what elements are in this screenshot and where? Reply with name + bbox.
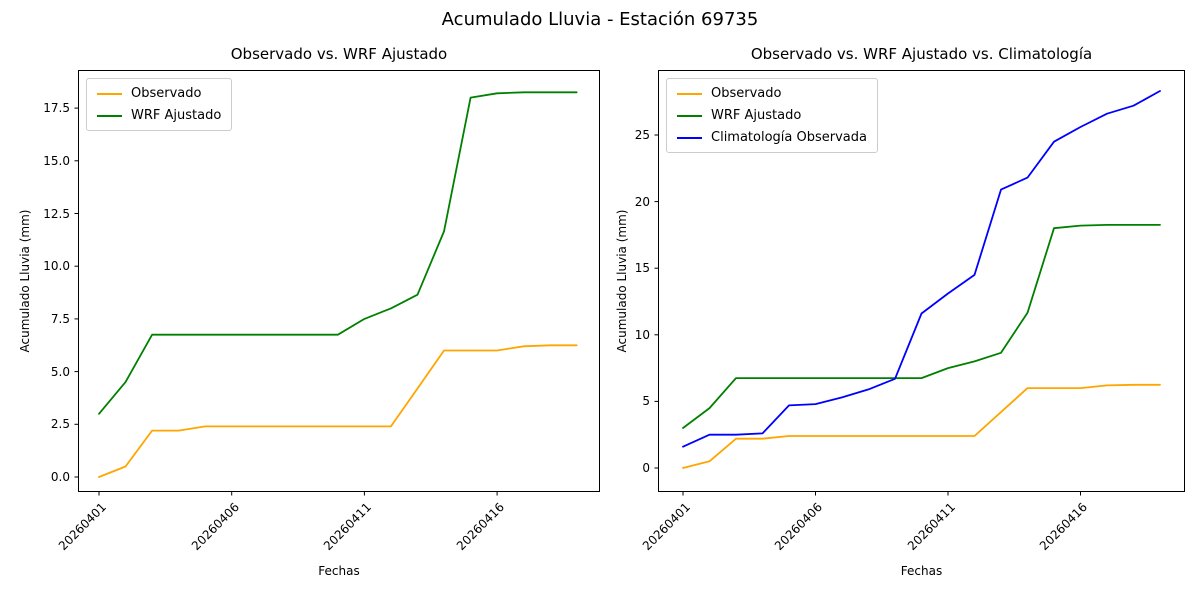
y-tick-label: 0 <box>642 461 650 475</box>
legend-entry: Observado <box>677 86 867 101</box>
x-tick-label: 20260401 <box>639 500 693 554</box>
legend-line-swatch <box>677 92 702 95</box>
right-plot-legend: Observado WRF Ajustado Climatología Observ… <box>666 78 878 153</box>
x-tick-label: 20260416 <box>1037 500 1091 554</box>
x-tick-label: 20260401 <box>55 500 109 554</box>
left-plot-xlabel: Fechas <box>318 564 360 578</box>
x-tick-label: 20260406 <box>772 500 826 554</box>
legend-entry: WRF Ajustado <box>97 108 221 123</box>
y-tick-label: 15.0 <box>43 153 70 168</box>
x-tick-label: 20260406 <box>188 500 242 554</box>
plot-canvas <box>74 70 600 496</box>
legend-line-swatch <box>677 136 702 139</box>
x-tick-label: 20260411 <box>904 500 958 554</box>
axes-frame <box>658 70 1185 492</box>
y-tick-label: 20 <box>634 194 650 209</box>
legend-line-swatch <box>97 92 122 95</box>
y-tick-label: 15 <box>634 261 650 276</box>
y-tick-label: 7.5 <box>50 311 70 326</box>
left-plot-title: Observado vs. WRF Ajustado <box>230 45 448 63</box>
left-plot-ylabel: Acumulado Lluvia (mm) <box>18 209 32 353</box>
y-tick-label: 5.0 <box>50 364 70 379</box>
left-plot-axes: Observado WRF Ajustado Fechas Acumulado L… <box>18 70 600 578</box>
right-plot-title: Observado vs. WRF Ajustado vs. Climatolo… <box>750 45 1093 63</box>
y-tick-label: 10 <box>634 327 650 342</box>
legend-label: Climatología Observada <box>711 130 867 145</box>
y-tick-label: 25 <box>634 128 650 142</box>
legend-label: WRF Ajustado <box>711 108 802 123</box>
x-tick-label: 20260416 <box>453 500 508 554</box>
y-tick-label: 0.0 <box>50 470 70 484</box>
axes-frame <box>78 70 600 492</box>
y-tick-label: 5 <box>642 394 650 409</box>
wrf-ajustado-line <box>682 223 1161 429</box>
legend-label: WRF Ajustado <box>131 108 222 123</box>
y-tick-label: 2.5 <box>50 417 70 432</box>
right-plot-xlabel: Fechas <box>900 564 943 578</box>
legend-entry: Climatología Observada <box>677 130 867 145</box>
y-tick-label: 12.5 <box>43 206 70 221</box>
legend-line-swatch <box>677 114 702 117</box>
legend-label: Observado <box>131 86 202 101</box>
legend-label: Observado <box>711 86 782 101</box>
legend-entry: Observado <box>97 86 221 101</box>
climatolog-a-observada-line <box>682 90 1161 448</box>
wrf-ajustado-line <box>98 91 578 415</box>
plot-canvas <box>654 70 1185 496</box>
y-tick-label: 10.0 <box>43 259 70 274</box>
right-plot-ylabel: Acumulado Lluvia (mm) <box>615 209 629 353</box>
observado-line <box>682 383 1161 469</box>
figure-title: Acumulado Lluvia - Estación 69735 <box>441 9 759 30</box>
observado-line <box>98 344 578 478</box>
left-plot-legend: Observado WRF Ajustado <box>86 78 233 131</box>
legend-entry: WRF Ajustado <box>677 108 867 123</box>
y-tick-label: 17.5 <box>43 101 70 116</box>
right-plot-axes: Observado WRF Ajustado Climatología Observ… <box>615 70 1185 578</box>
x-tick-label: 20260411 <box>321 500 375 554</box>
legend-line-swatch <box>97 114 122 117</box>
